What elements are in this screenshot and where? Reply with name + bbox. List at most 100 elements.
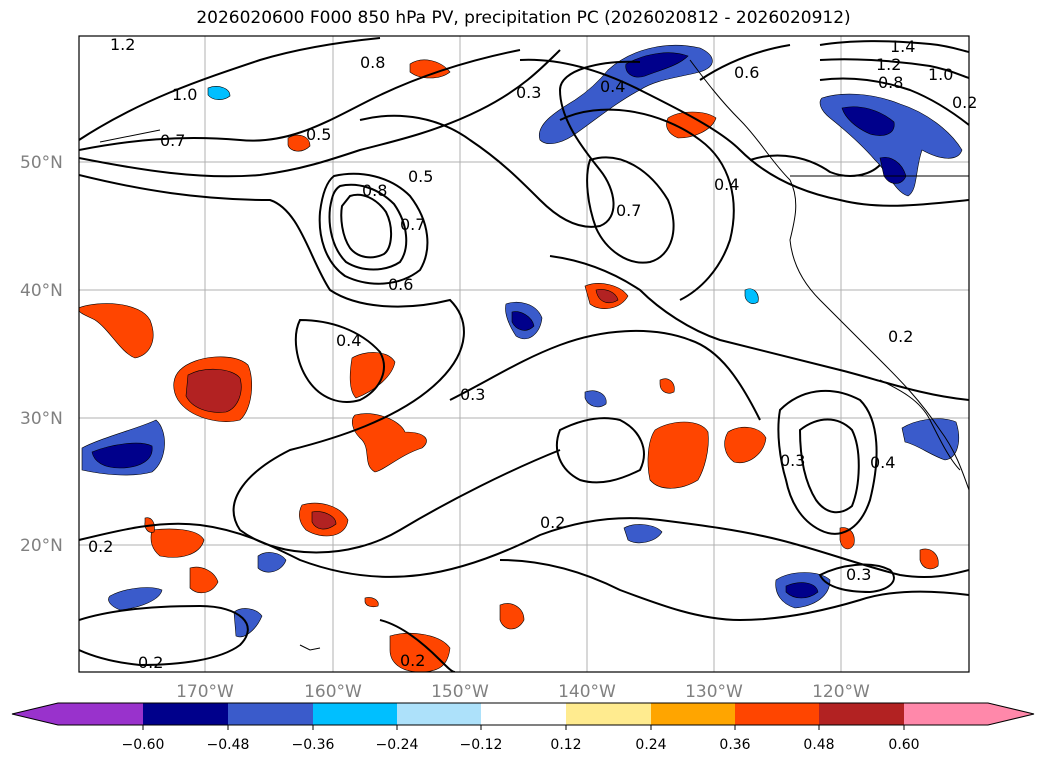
- latitude-labels: 50°N 40°N 30°N 20°N: [20, 153, 63, 556]
- precip-positive-core: [595, 289, 619, 303]
- pv-contour-line: [777, 389, 878, 535]
- aleutian-islands: [99, 129, 161, 143]
- precip-positive-area: [724, 426, 767, 464]
- contour-label: 1.4: [890, 37, 915, 56]
- pv-contour-line: [555, 417, 645, 484]
- contour-label: 0.7: [400, 215, 425, 234]
- lon-label: 140°W: [558, 682, 616, 702]
- colorbar-tick-label: −0.24: [376, 737, 419, 753]
- lon-label: 150°W: [431, 682, 489, 702]
- precip-positive-area: [364, 597, 379, 608]
- hawaii-islands: [299, 644, 321, 651]
- contour-label: 0.2: [400, 651, 425, 670]
- colorbar-tick-label: −0.60: [122, 737, 165, 753]
- precip-positive-area: [659, 378, 675, 394]
- pv-contour-line: [819, 77, 969, 126]
- colorbar-segment: [12, 703, 58, 725]
- colorbar-segment: [228, 703, 313, 725]
- contour-label: 0.6: [388, 275, 413, 294]
- contour-label: 0.2: [88, 537, 113, 556]
- colorbar: −0.60 −0.48 −0.36 −0.24 −0.12 0.12 0.24 …: [11, 702, 1035, 753]
- colorbar-segment: [481, 703, 566, 725]
- pv-contour-line: [559, 108, 735, 301]
- precip-anomaly-fills: [79, 45, 963, 672]
- pv-contour-line: [819, 58, 969, 79]
- contour-label: 0.4: [870, 453, 895, 472]
- precip-negative-area: [538, 45, 713, 144]
- colorbar-tick-label: −0.48: [207, 737, 250, 753]
- contour-label: 0.3: [516, 83, 541, 102]
- pv-contour-line: [379, 619, 456, 672]
- precip-negative-core: [91, 442, 153, 469]
- precip-positive-area: [351, 413, 427, 473]
- contour-label: 0.2: [888, 327, 913, 346]
- precip-positive-area: [666, 111, 717, 139]
- precip-positive-area: [79, 303, 154, 359]
- colorbar-segment: [143, 703, 228, 725]
- lat-label: 40°N: [20, 281, 63, 301]
- contour-label: 0.5: [306, 125, 331, 144]
- lat-label: 20°N: [20, 536, 63, 556]
- precip-positive-area: [150, 528, 205, 558]
- contour-label: 0.3: [846, 565, 871, 584]
- pv-contour-line: [294, 318, 385, 403]
- colorbar-tick-label: 0.24: [635, 737, 666, 753]
- precip-negative-core: [625, 52, 689, 78]
- contour-label: 1.0: [172, 85, 197, 104]
- colorbar-segment: [566, 703, 651, 725]
- lon-label: 170°W: [176, 682, 234, 702]
- colorbar-segment: [735, 703, 819, 725]
- contour-label: 0.2: [540, 513, 565, 532]
- colorbar-segment: [58, 703, 143, 725]
- pv-contour-line: [79, 37, 381, 141]
- map-frame: [78, 35, 970, 673]
- coastline: [99, 59, 969, 651]
- precip-negative-area: [207, 86, 231, 100]
- colorbar-tick-label: 0.60: [888, 737, 919, 753]
- pv-contour-line: [79, 49, 561, 178]
- precip-positive-area: [189, 566, 219, 594]
- contour-label: 0.3: [460, 385, 485, 404]
- precip-positive-core: [311, 511, 337, 530]
- contour-label: 0.8: [362, 181, 387, 200]
- pv-contour-line: [818, 563, 895, 594]
- precip-positive-area: [919, 548, 939, 570]
- contour-label: 0.4: [336, 331, 361, 350]
- coastline-north-america: [689, 59, 969, 491]
- precip-positive-core: [185, 369, 242, 413]
- precip-negative-area: [584, 390, 607, 408]
- precip-negative-core: [841, 106, 895, 136]
- pv-contour-line: [328, 183, 408, 271]
- contour-label: 0.2: [952, 93, 977, 112]
- lon-label: 130°W: [685, 682, 743, 702]
- lon-label: 160°W: [304, 682, 362, 702]
- longitude-labels: 170°W 160°W 150°W 140°W 130°W 120°W: [176, 682, 870, 702]
- colorbar-segment: [988, 703, 1034, 725]
- contour-label: 1.2: [876, 55, 901, 74]
- precip-positive-area: [499, 603, 525, 630]
- contour-label: 0.5: [408, 167, 433, 186]
- pv-contour-line: [79, 174, 561, 554]
- colorbar-tick-label: −0.12: [460, 737, 503, 753]
- precip-positive-area: [409, 59, 451, 79]
- precip-negative-core: [511, 311, 535, 331]
- pv-contour-line: [318, 172, 429, 285]
- colorbar-tick-label: 0.12: [550, 737, 581, 753]
- pv-contour-line: [79, 517, 969, 579]
- contour-label: 0.7: [160, 131, 185, 150]
- colorbar-segment: [904, 703, 988, 725]
- colorbar-segment: [313, 703, 397, 725]
- contour-label: 0.7: [616, 201, 641, 220]
- map-panel: [79, 36, 969, 672]
- colorbar-tick-label: −0.36: [292, 737, 335, 753]
- colorbar-tick-label: 0.36: [719, 737, 750, 753]
- chart-title: 2026020600 F000 850 hPa PV, precipitatio…: [196, 8, 851, 28]
- contour-label: 0.6: [734, 63, 759, 82]
- pv-contour-line: [499, 559, 969, 622]
- pv-contour-line: [586, 156, 675, 264]
- pv-contour-line: [359, 60, 641, 228]
- precip-negative-area: [108, 587, 163, 611]
- contour-label: 1.2: [110, 35, 135, 54]
- precip-positive-area: [647, 421, 709, 489]
